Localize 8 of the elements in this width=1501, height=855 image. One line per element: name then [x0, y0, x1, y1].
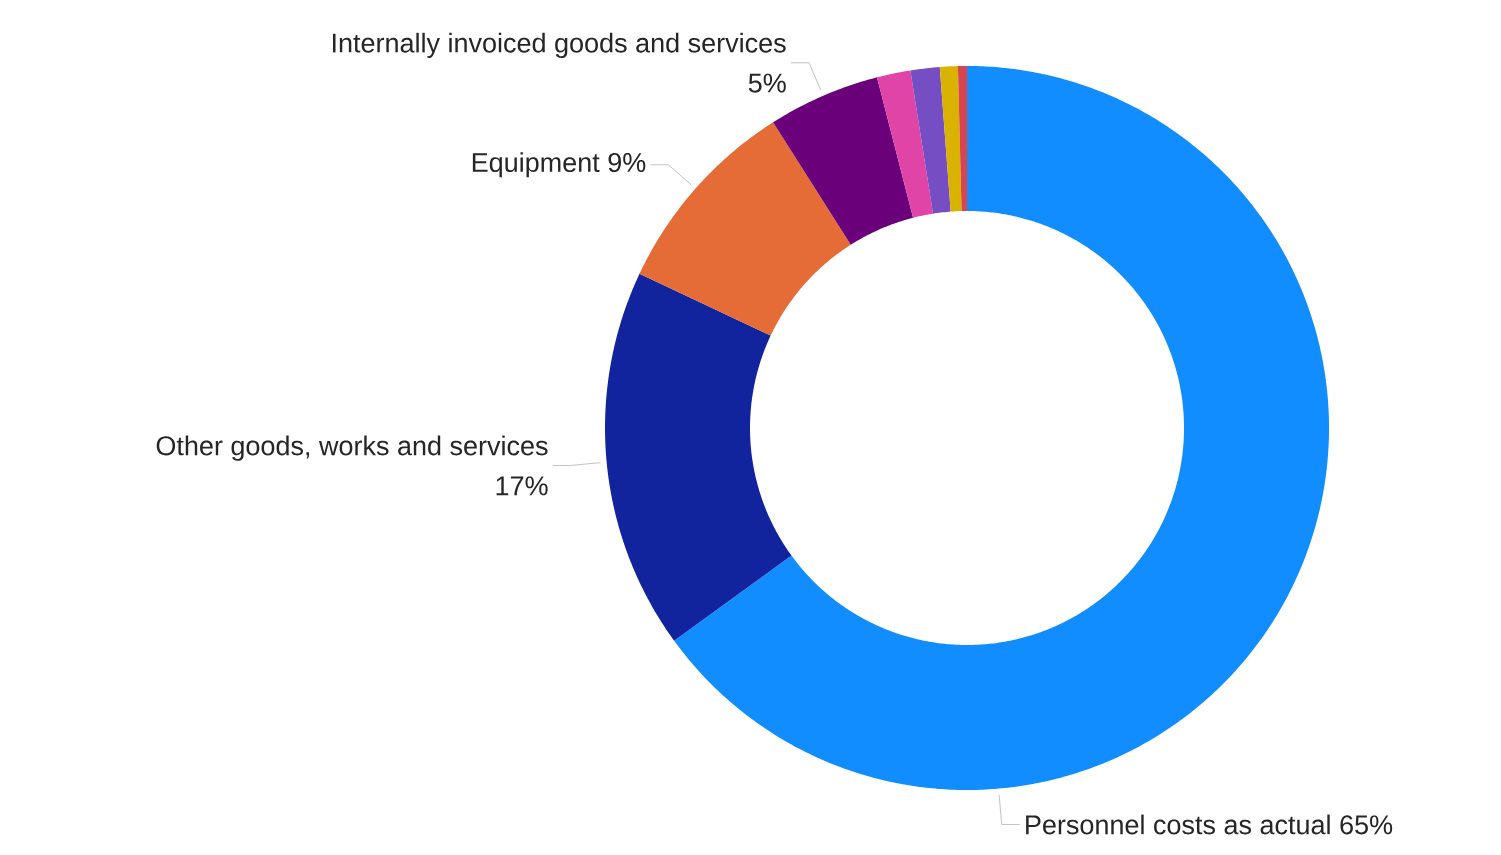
slice-label: Equipment	[472, 152, 600, 178]
slice-label: Internally invoiced goods and services	[332, 32, 786, 58]
slice-label: Other goods, works and services	[156, 435, 548, 461]
data-label: 65%	[1340, 815, 1393, 835]
slice-label: Personnel costs as actual	[1026, 814, 1330, 835]
data-label: 5%	[748, 73, 786, 93]
data-label: 17%	[496, 476, 548, 496]
data-label: 9%	[608, 152, 646, 173]
